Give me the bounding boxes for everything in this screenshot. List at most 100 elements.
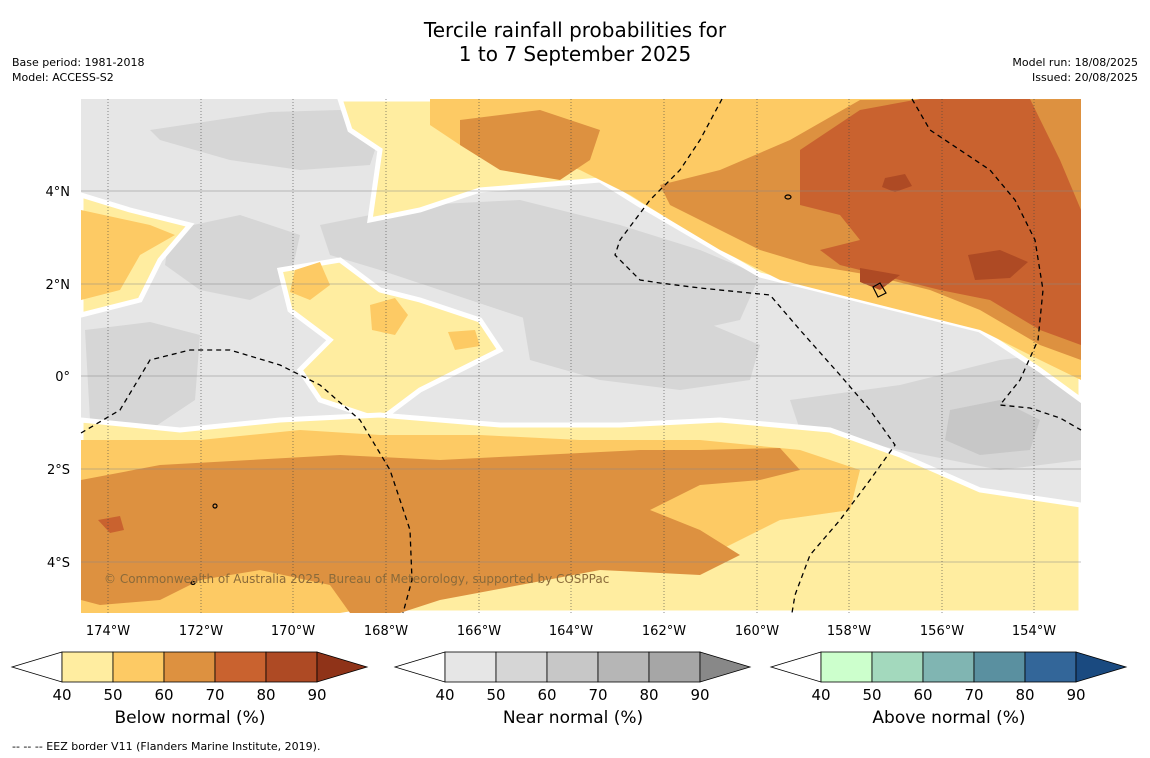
longitude-tick-label: 172°W bbox=[179, 624, 223, 639]
colorbar-segment bbox=[597, 651, 650, 683]
colorbar-low-extension bbox=[393, 651, 446, 683]
colorbar-high-extension bbox=[699, 651, 752, 683]
graticule bbox=[81, 99, 1081, 613]
longitude-tick-label: 174°W bbox=[86, 624, 130, 639]
latitude-tick-label: 2°S bbox=[47, 463, 70, 478]
colorbar-tick-label: 90 bbox=[1066, 686, 1085, 704]
map-fill-layer bbox=[81, 99, 1081, 613]
colorbar-tick-label: 60 bbox=[537, 686, 556, 704]
near-normal-50-patch bbox=[520, 290, 760, 390]
title-line-2: 1 to 7 September 2025 bbox=[458, 42, 692, 66]
longitude-tick-label: 170°W bbox=[271, 624, 315, 639]
eez-borders bbox=[80, 98, 1082, 614]
colorbar-tick-label: 60 bbox=[154, 686, 173, 704]
below-normal-80-patch bbox=[860, 268, 900, 290]
longitude-tick-label: 156°W bbox=[920, 624, 964, 639]
colorbar-segment bbox=[820, 651, 873, 683]
latitude-tick-label: 4°N bbox=[46, 185, 71, 200]
below-normal-60-south bbox=[81, 448, 800, 613]
colorbar-segment bbox=[495, 651, 548, 683]
below-normal-70-north-east bbox=[800, 99, 1081, 345]
colorbar-segment bbox=[214, 651, 267, 683]
colorbar-0: 40 50 60 70 80 90 bbox=[10, 651, 369, 704]
island-outline bbox=[212, 503, 218, 509]
below-normal-50-small bbox=[290, 262, 330, 300]
longitude-tick-label: 164°W bbox=[549, 624, 593, 639]
legend-label-near: Near normal (%) bbox=[502, 708, 644, 728]
latitude-labels: 4°N 2°N 0° 2°S 4°S bbox=[46, 185, 71, 571]
colorbar-segment bbox=[444, 651, 497, 683]
longitude-tick-label: 154°W bbox=[1012, 624, 1056, 639]
colorbar-tick-label: 90 bbox=[690, 686, 709, 704]
colorbar-tick-label: 70 bbox=[205, 686, 224, 704]
colorbar-tick-label: 50 bbox=[103, 686, 122, 704]
probability-map: 4°N 2°N 0° 2°S 4°S 174°W 172°W 170°W 168°W 166°W… bbox=[46, 98, 1082, 639]
island-outline bbox=[872, 282, 887, 298]
colorbar-segment bbox=[973, 651, 1026, 683]
copyright-notice: © Commonwealth of Australia 2025, Bureau… bbox=[104, 572, 610, 586]
colorbar-tick-label: 80 bbox=[256, 686, 275, 704]
colorbar-low-extension bbox=[769, 651, 822, 683]
colorbar-segment bbox=[546, 651, 599, 683]
base-period-text: Base period: 1981-2018 bbox=[12, 56, 145, 69]
island-outline bbox=[784, 194, 792, 200]
near-normal-50-patch bbox=[150, 110, 380, 170]
colorbar-segment bbox=[871, 651, 924, 683]
below-normal-80-patch bbox=[968, 250, 1028, 280]
colorbar-legends: 40 50 60 70 80 90 40 50 60 70 80 90 40 50 60 70 80 90 bbox=[10, 651, 1128, 704]
colorbar-1: 40 50 60 70 80 90 bbox=[393, 651, 752, 704]
model-text: Model: ACCESS-S2 bbox=[12, 71, 114, 84]
eez-border-line bbox=[911, 98, 1082, 431]
issued-text: Issued: 20/08/2025 bbox=[1031, 71, 1138, 84]
longitude-tick-label: 158°W bbox=[827, 624, 871, 639]
below-normal-80-patch bbox=[882, 174, 912, 192]
near-normal-50-patch bbox=[165, 215, 300, 300]
longitude-tick-label: 160°W bbox=[735, 624, 779, 639]
colorbar-tick-label: 50 bbox=[862, 686, 881, 704]
colorbar-tick-label: 70 bbox=[964, 686, 983, 704]
colorbar-segment bbox=[265, 651, 318, 683]
legend-label-below: Below normal (%) bbox=[114, 708, 266, 728]
colorbar-segment bbox=[1024, 651, 1077, 683]
colorbar-tick-label: 50 bbox=[486, 686, 505, 704]
longitude-tick-label: 168°W bbox=[364, 624, 408, 639]
below-normal-50-west bbox=[81, 210, 175, 300]
near-normal-60-patch bbox=[945, 400, 1040, 455]
latitude-tick-label: 0° bbox=[55, 370, 70, 385]
colorbar-tick-label: 40 bbox=[435, 686, 454, 704]
eez-footnote: -- -- -- EEZ border V11 (Flanders Marine… bbox=[12, 740, 321, 753]
below-normal-50-small bbox=[370, 298, 408, 335]
below-normal-40-central-patch bbox=[276, 257, 504, 423]
legend-label-above: Above normal (%) bbox=[872, 708, 1026, 728]
below-normal-50-small bbox=[448, 330, 480, 350]
title-line-1: Tercile rainfall probabilities for bbox=[423, 18, 727, 42]
colorbar-tick-label: 70 bbox=[588, 686, 607, 704]
below-normal-70-small bbox=[98, 516, 124, 533]
longitude-labels: 174°W 172°W 170°W 168°W 166°W 164°W 162°W 160°W… bbox=[86, 624, 1056, 639]
colorbar-tick-label: 80 bbox=[639, 686, 658, 704]
latitude-tick-label: 2°N bbox=[46, 278, 71, 293]
colorbar-tick-label: 40 bbox=[811, 686, 830, 704]
colorbar-segment bbox=[648, 651, 701, 683]
colorbar-high-extension bbox=[316, 651, 369, 683]
colorbar-tick-label: 60 bbox=[913, 686, 932, 704]
colorbar-high-extension bbox=[1075, 651, 1128, 683]
island-outline bbox=[190, 580, 196, 586]
latitude-tick-label: 4°S bbox=[47, 556, 70, 571]
colorbar-2: 40 50 60 70 80 90 bbox=[769, 651, 1128, 704]
longitude-tick-label: 162°W bbox=[642, 624, 686, 639]
base-info: Base period: 1981-2018 Model: ACCESS-S2 bbox=[12, 55, 144, 85]
colorbar-segment bbox=[61, 651, 114, 683]
colorbar-tick-label: 40 bbox=[52, 686, 71, 704]
below-normal-60-north bbox=[460, 110, 600, 180]
colorbar-low-extension bbox=[10, 651, 63, 683]
colorbar-segment bbox=[163, 651, 216, 683]
longitude-tick-label: 166°W bbox=[457, 624, 501, 639]
run-info: Model run: 18/08/2025 Issued: 20/08/2025 bbox=[1012, 55, 1138, 85]
eez-border-line bbox=[80, 349, 413, 614]
colorbar-tick-label: 80 bbox=[1015, 686, 1034, 704]
colorbar-segment bbox=[922, 651, 975, 683]
model-run-text: Model run: 18/08/2025 bbox=[1012, 56, 1138, 69]
map-title: Tercile rainfall probabilities for 1 to … bbox=[0, 18, 1150, 66]
colorbar-segment bbox=[112, 651, 165, 683]
